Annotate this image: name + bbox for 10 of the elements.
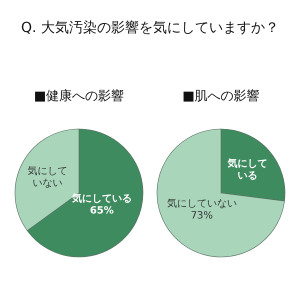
chart-subtitle: ■健康への影響 — [34, 89, 124, 104]
pie-slice — [156, 128, 285, 258]
slice-label: 気にしている — [70, 192, 132, 204]
slice-label: 気にしている — [226, 157, 268, 182]
chart-title: Q. 大気汚染の影響を気にしていますか？ — [21, 20, 279, 36]
chart-subtitle: ■肌への影響 — [182, 89, 260, 104]
data-label: 73% — [190, 210, 213, 222]
data-label: 65% — [90, 205, 114, 216]
slice-label: 気にしていない — [166, 198, 237, 210]
slice-label: 気にしていない — [28, 166, 68, 189]
